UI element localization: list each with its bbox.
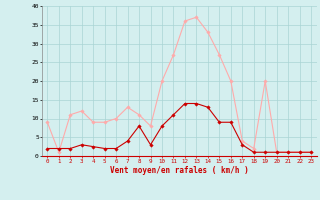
X-axis label: Vent moyen/en rafales ( km/h ): Vent moyen/en rafales ( km/h ) [110,166,249,175]
